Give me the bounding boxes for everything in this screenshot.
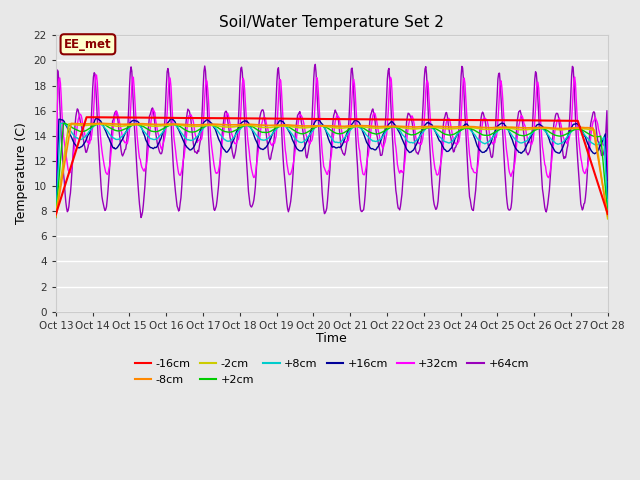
Legend: -16cm, -8cm, -2cm, +2cm, +8cm, +16cm, +32cm, +64cm: -16cm, -8cm, -2cm, +2cm, +8cm, +16cm, +3…: [130, 355, 534, 389]
Title: Soil/Water Temperature Set 2: Soil/Water Temperature Set 2: [220, 15, 444, 30]
X-axis label: Time: Time: [316, 332, 347, 345]
Text: EE_met: EE_met: [64, 38, 112, 51]
Y-axis label: Temperature (C): Temperature (C): [15, 122, 28, 225]
